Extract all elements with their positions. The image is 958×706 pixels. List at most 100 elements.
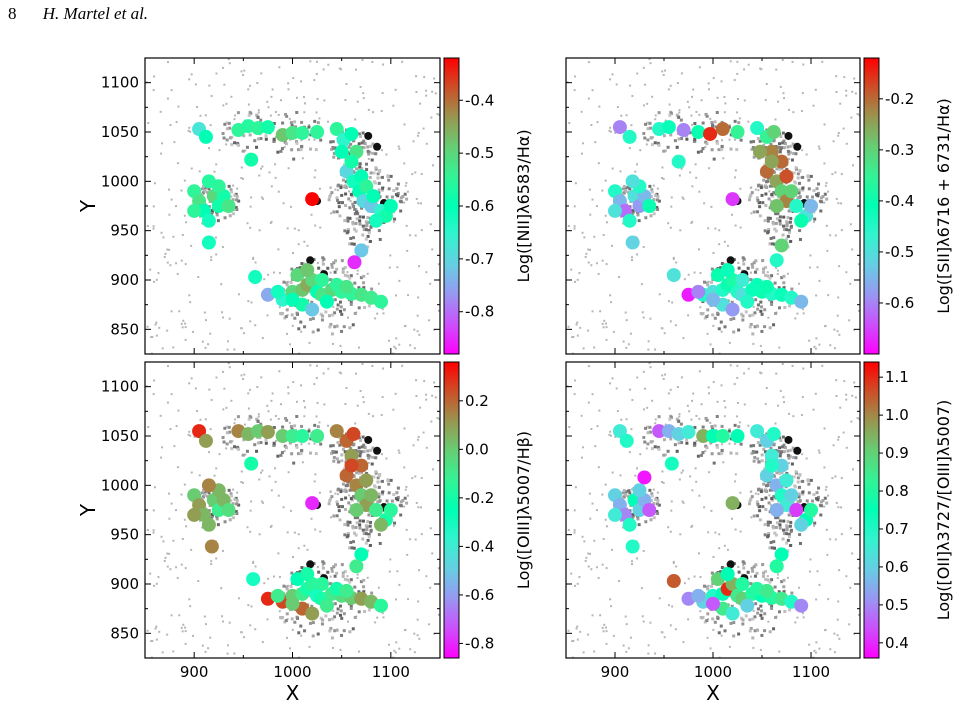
noise-pixel xyxy=(582,142,585,145)
noise-pixel xyxy=(776,573,779,576)
emission-pixel xyxy=(210,513,214,517)
emission-pixel xyxy=(279,311,283,315)
emission-pixel xyxy=(778,436,782,440)
emission-pixel xyxy=(374,470,378,474)
noise-pixel xyxy=(374,317,377,320)
noise-pixel xyxy=(199,418,202,421)
noise-pixel xyxy=(738,117,741,120)
emission-pixel xyxy=(385,499,389,503)
emission-pixel xyxy=(300,120,304,124)
noise-pixel xyxy=(234,114,237,117)
emission-pixel xyxy=(785,220,789,224)
noise-pixel xyxy=(654,422,657,425)
noise-pixel xyxy=(750,490,753,493)
noise-pixel xyxy=(823,466,826,469)
emission-pixel xyxy=(264,438,268,442)
emission-pixel xyxy=(777,449,781,453)
noise-pixel xyxy=(362,92,365,95)
emission-pixel xyxy=(756,611,760,615)
noise-pixel xyxy=(303,415,306,418)
emission-pixel xyxy=(775,167,779,171)
noise-pixel xyxy=(728,341,731,344)
noise-pixel xyxy=(840,202,843,205)
noise-pixel xyxy=(318,187,321,190)
emission-pixel xyxy=(366,234,370,238)
noise-pixel xyxy=(660,177,663,180)
noise-pixel xyxy=(209,636,212,639)
emission-pixel xyxy=(331,313,335,317)
emission-pixel xyxy=(332,155,336,159)
emission-pixel xyxy=(790,591,794,595)
noise-pixel xyxy=(252,561,255,564)
emission-pixel xyxy=(327,314,331,318)
colorbar: 0.40.50.60.70.80.91.01.1Log([OII]λ3727/[… xyxy=(863,361,953,659)
noise-pixel xyxy=(170,89,173,92)
noise-pixel xyxy=(300,634,303,637)
emission-pixel xyxy=(720,452,724,456)
noise-pixel xyxy=(801,149,804,152)
emission-pixel xyxy=(329,497,333,501)
noise-pixel xyxy=(374,621,377,624)
emission-pixel xyxy=(311,621,315,625)
noise-pixel xyxy=(260,500,263,503)
noise-pixel xyxy=(589,517,592,520)
emission-pixel xyxy=(709,441,713,445)
noise-pixel xyxy=(201,340,204,343)
noise-pixel xyxy=(775,68,778,71)
emission-pixel xyxy=(405,501,409,505)
noise-pixel xyxy=(291,252,294,255)
emission-pixel xyxy=(376,480,380,484)
noise-pixel xyxy=(175,262,178,265)
noise-pixel xyxy=(172,539,175,542)
emission-pixel xyxy=(200,187,204,191)
noise-pixel xyxy=(815,337,818,340)
noise-pixel xyxy=(436,417,439,420)
noise-pixel xyxy=(604,518,607,521)
noise-pixel xyxy=(241,481,244,484)
emission-pixel xyxy=(340,497,344,501)
emission-pixel xyxy=(332,261,336,265)
noise-pixel xyxy=(720,634,723,637)
noise-pixel xyxy=(840,229,843,232)
noise-pixel xyxy=(152,393,155,396)
emission-pixel xyxy=(760,459,764,463)
noise-pixel xyxy=(587,97,590,100)
emission-pixel xyxy=(326,266,330,270)
emission-pixel xyxy=(794,152,798,156)
emission-pixel xyxy=(650,494,654,498)
noise-pixel xyxy=(184,263,187,266)
emission-pixel xyxy=(703,620,707,624)
emission-pixel xyxy=(330,262,334,266)
noise-pixel xyxy=(667,88,670,91)
emission-pixel xyxy=(773,281,777,285)
noise-pixel xyxy=(604,483,607,486)
noise-pixel xyxy=(615,83,618,86)
noise-pixel xyxy=(750,516,753,519)
data-point xyxy=(344,448,359,463)
noise-pixel xyxy=(850,116,853,119)
noise-pixel xyxy=(754,188,757,191)
emission-pixel xyxy=(349,236,353,240)
emission-pixel xyxy=(396,498,400,502)
noise-pixel xyxy=(703,506,706,509)
data-point xyxy=(681,425,696,440)
emission-pixel xyxy=(367,304,371,308)
emission-pixel xyxy=(763,308,767,312)
noise-pixel xyxy=(222,370,225,373)
noise-pixel xyxy=(381,612,384,615)
emission-pixel xyxy=(782,443,786,447)
noise-pixel xyxy=(277,190,280,193)
noise-pixel xyxy=(808,570,811,573)
emission-pixel xyxy=(701,121,705,125)
emission-pixel xyxy=(259,118,263,122)
noise-pixel xyxy=(234,418,237,421)
noise-pixel xyxy=(261,165,264,168)
emission-pixel xyxy=(227,488,231,492)
emission-pixel xyxy=(348,580,352,584)
emission-pixel xyxy=(343,523,347,527)
emission-pixel xyxy=(758,509,762,513)
emission-pixel xyxy=(624,490,628,494)
data-point xyxy=(779,169,794,184)
noise-pixel xyxy=(624,311,627,314)
noise-pixel xyxy=(686,404,689,407)
